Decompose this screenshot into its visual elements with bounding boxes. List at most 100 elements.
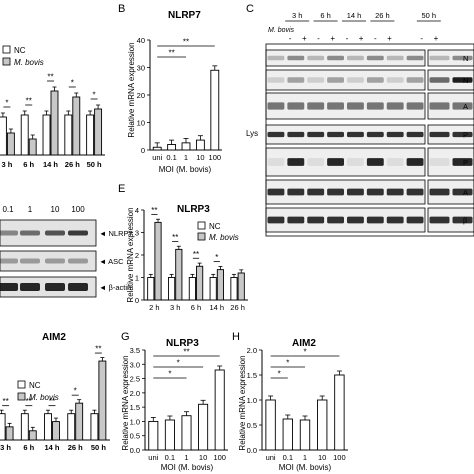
x-tick-label: 0.1 bbox=[283, 453, 293, 462]
x-tick-label: 2 h bbox=[149, 303, 159, 312]
sign-label: + bbox=[330, 34, 335, 43]
blot-band bbox=[366, 77, 384, 83]
significance-label: ** bbox=[183, 348, 189, 357]
bar bbox=[167, 144, 177, 151]
blot-band bbox=[452, 55, 473, 61]
panel-b-y-label: Relative mRNA expression bbox=[127, 42, 136, 137]
blot-band bbox=[287, 77, 305, 83]
x-tick-label: 1 bbox=[303, 453, 307, 462]
sign-label: + bbox=[387, 34, 392, 43]
blot-band bbox=[386, 188, 404, 196]
sign-label: - bbox=[374, 34, 377, 43]
y-tick-label: 0.5 bbox=[130, 432, 140, 441]
blot-band bbox=[366, 188, 384, 196]
bar-nc bbox=[20, 114, 29, 156]
y-tick-label: 20 bbox=[137, 91, 145, 100]
x-tick-label: 6 h bbox=[23, 160, 34, 169]
panel-c-time-labels: 3 h 6 h 14 h 26 h 50 h bbox=[285, 11, 441, 22]
bar-nc bbox=[0, 116, 7, 156]
blot-strip bbox=[427, 124, 474, 145]
y-tick-label: 30 bbox=[137, 64, 145, 73]
blot-band bbox=[20, 283, 40, 291]
significance-label: ** bbox=[193, 250, 199, 259]
significance-label: ** bbox=[49, 397, 55, 406]
significance-label: ** bbox=[47, 73, 53, 82]
bar-mbovis bbox=[216, 269, 224, 301]
blot-band bbox=[429, 131, 450, 138]
legend-swatch-nc bbox=[2, 45, 11, 54]
blot-strip bbox=[427, 69, 474, 91]
x-tick-label: 50 h bbox=[91, 443, 106, 452]
panel-b-chart: 0 10 20 30 40 uni 0.1 1 10 100 ** ** bbox=[137, 36, 222, 162]
bar-mbovis bbox=[175, 248, 183, 301]
blot-band bbox=[45, 283, 65, 291]
bar-mbovis bbox=[237, 272, 245, 301]
legend-label-nc: NC bbox=[209, 222, 221, 231]
blot-strip bbox=[0, 250, 97, 272]
blot-band bbox=[327, 188, 344, 196]
significance-label: * bbox=[168, 370, 171, 379]
bar-mbovis bbox=[52, 421, 60, 441]
blot-band bbox=[327, 77, 344, 83]
panel-c: C 3 h 6 h 14 h 26 h 50 h M. bovis - + - + - + - + - +… bbox=[246, 3, 474, 237]
blot-band bbox=[347, 216, 364, 224]
significance-label: * bbox=[177, 359, 180, 368]
blot-band bbox=[327, 102, 344, 110]
band-label: N bbox=[463, 76, 468, 85]
blot-band bbox=[452, 77, 473, 83]
y-tick-label: 4 bbox=[135, 206, 139, 215]
bar-nc bbox=[168, 277, 176, 301]
blot-band bbox=[347, 131, 364, 138]
x-tick-label: 3 h bbox=[0, 443, 11, 452]
bar bbox=[282, 418, 293, 451]
bar-nc bbox=[67, 413, 76, 441]
blot-band bbox=[429, 55, 450, 61]
blot-band bbox=[406, 131, 424, 138]
x-tick-label: 26 h bbox=[65, 160, 80, 169]
blot-band bbox=[45, 230, 65, 236]
lane-label: 1 bbox=[28, 205, 33, 214]
panel-e-y-label: Relative mRNA expression bbox=[126, 207, 135, 302]
significance-label: ** bbox=[151, 206, 157, 215]
y-tick-label: 2.0 bbox=[247, 346, 257, 355]
blot-band bbox=[0, 283, 18, 291]
blot-band bbox=[267, 158, 285, 166]
panel-h-chart: 0.0 0.5 1.0 1.5 2.0 uni 0.1 1 10 100 * * * bbox=[247, 346, 348, 462]
blot-band bbox=[0, 258, 18, 264]
blot-band bbox=[267, 102, 285, 110]
blot-band bbox=[287, 55, 305, 61]
panel-e-letter: E bbox=[118, 183, 125, 195]
blot-band bbox=[287, 216, 305, 224]
legend-label-nc: NC bbox=[14, 46, 26, 55]
bar bbox=[152, 146, 162, 151]
y-tick-label: 10 bbox=[137, 119, 145, 128]
bar bbox=[181, 415, 192, 451]
blot-band bbox=[267, 77, 285, 83]
significance-label: * bbox=[5, 99, 8, 108]
panel-g-letter: G bbox=[121, 331, 130, 343]
panel-c-band-labels: N N A P P Aβ bbox=[463, 54, 468, 225]
panel-b: B NLRP7 Relative mRNA expression 0 10 20 30… bbox=[118, 3, 222, 174]
sign-label: - bbox=[346, 34, 349, 43]
y-tick-label: 2.0 bbox=[130, 389, 140, 398]
panel-h: H AIM2 Relative mRNA expression 0.0 0.5 1.… bbox=[232, 331, 348, 472]
band-label: ◄ ASC bbox=[99, 257, 124, 266]
panel-h-title: AIM2 bbox=[292, 338, 316, 349]
y-tick-label: 3.0 bbox=[130, 360, 140, 369]
blot-band bbox=[452, 102, 473, 110]
bar-nc bbox=[86, 114, 95, 156]
bar-mbovis bbox=[154, 221, 162, 301]
x-tick-label: 14 h bbox=[209, 303, 224, 312]
blot-band bbox=[327, 131, 344, 138]
blot-band bbox=[406, 216, 424, 224]
panel-f-title: AIM2 bbox=[42, 332, 66, 343]
band-label: β bbox=[463, 216, 468, 225]
time-label: 3 h bbox=[292, 11, 302, 20]
x-tick-label: uni bbox=[152, 153, 162, 162]
y-tick-label: 0.5 bbox=[247, 421, 257, 430]
blot-band bbox=[267, 188, 285, 196]
x-tick-label: 3 h bbox=[1, 160, 12, 169]
blot-band bbox=[287, 188, 305, 196]
blot-band bbox=[68, 283, 88, 291]
